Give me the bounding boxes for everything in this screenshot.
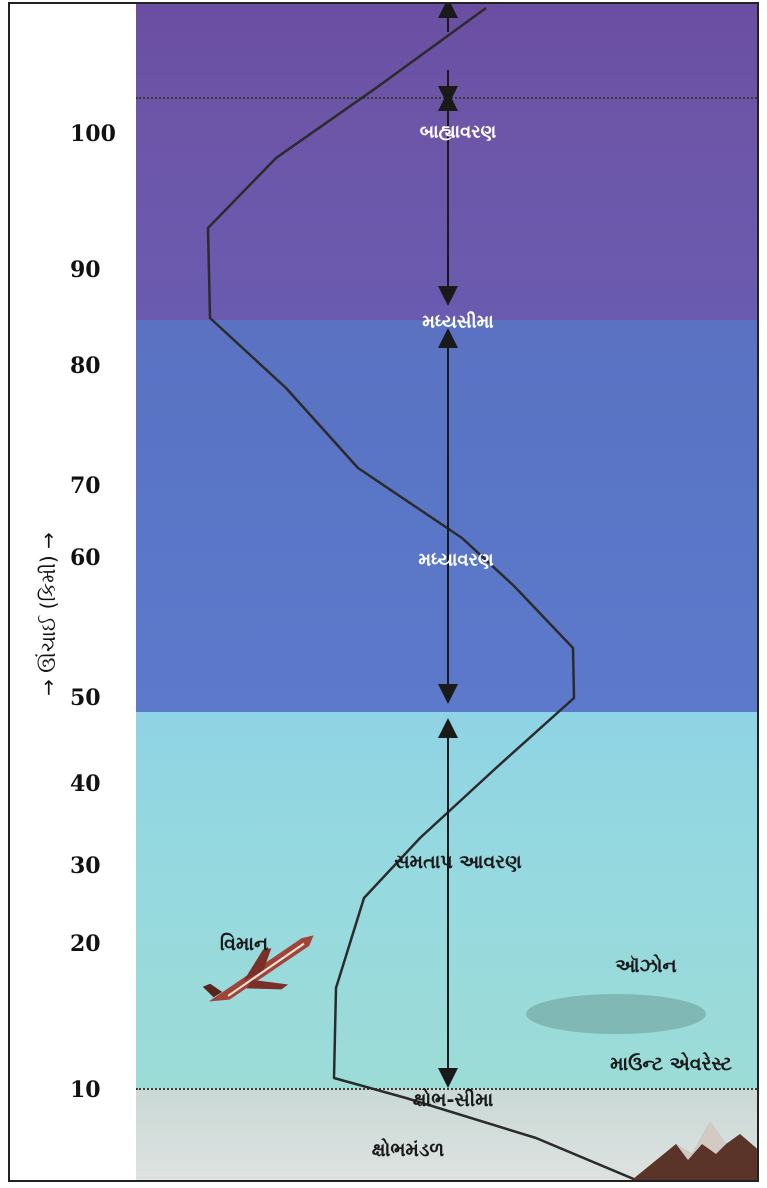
altitude-scale: 100 90 80 70 60 50 40 30 20 10 → ઊંચાઈ (… xyxy=(10,4,136,1180)
diagram-overlay xyxy=(202,4,757,1180)
ozone-label: ઑઝોન xyxy=(615,955,677,977)
mesosphere-label: મધ્યાવરણ xyxy=(418,549,494,571)
tick-30: 30 xyxy=(70,853,101,879)
mesopause-label: મધ્યસીમા xyxy=(422,311,494,333)
tick-100: 100 xyxy=(70,121,116,147)
atmosphere-panel: બાહ્યાવરણ મધ્યસીમા મધ્યાવરણ સમતાપ આવરણ ક… xyxy=(136,4,757,1180)
temperature-profile-line xyxy=(206,6,637,1180)
tick-60: 60 xyxy=(70,545,101,571)
upper-layer-label: બાહ્યાવરણ xyxy=(419,121,497,143)
diagram-frame: 100 90 80 70 60 50 40 30 20 10 → ઊંચાઈ (… xyxy=(8,2,759,1182)
altitude-axis-label: → ઊંચાઈ (કિમી) → xyxy=(36,532,60,696)
tick-50: 50 xyxy=(70,685,101,711)
tropopause-label: ક્ષોભ-સીમા xyxy=(412,1089,494,1111)
everest-label: માઉન્ટ એવરેસ્ટ xyxy=(610,1053,732,1075)
tick-20: 20 xyxy=(70,931,101,957)
tick-80: 80 xyxy=(70,353,101,379)
airplane-label: વિમાન xyxy=(219,933,269,955)
tick-90: 90 xyxy=(70,257,101,283)
tick-70: 70 xyxy=(70,473,101,499)
troposphere-label: ક્ષોભમંડળ xyxy=(371,1139,445,1161)
tropopause-line xyxy=(136,1088,757,1090)
tick-10: 10 xyxy=(70,1077,101,1103)
tick-40: 40 xyxy=(70,771,101,797)
stratosphere-label: સમતાપ આવરણ xyxy=(394,851,522,873)
mountain-icon xyxy=(631,1122,757,1180)
ozone-layer-shape xyxy=(526,994,706,1034)
airplane-icon xyxy=(202,935,314,1002)
